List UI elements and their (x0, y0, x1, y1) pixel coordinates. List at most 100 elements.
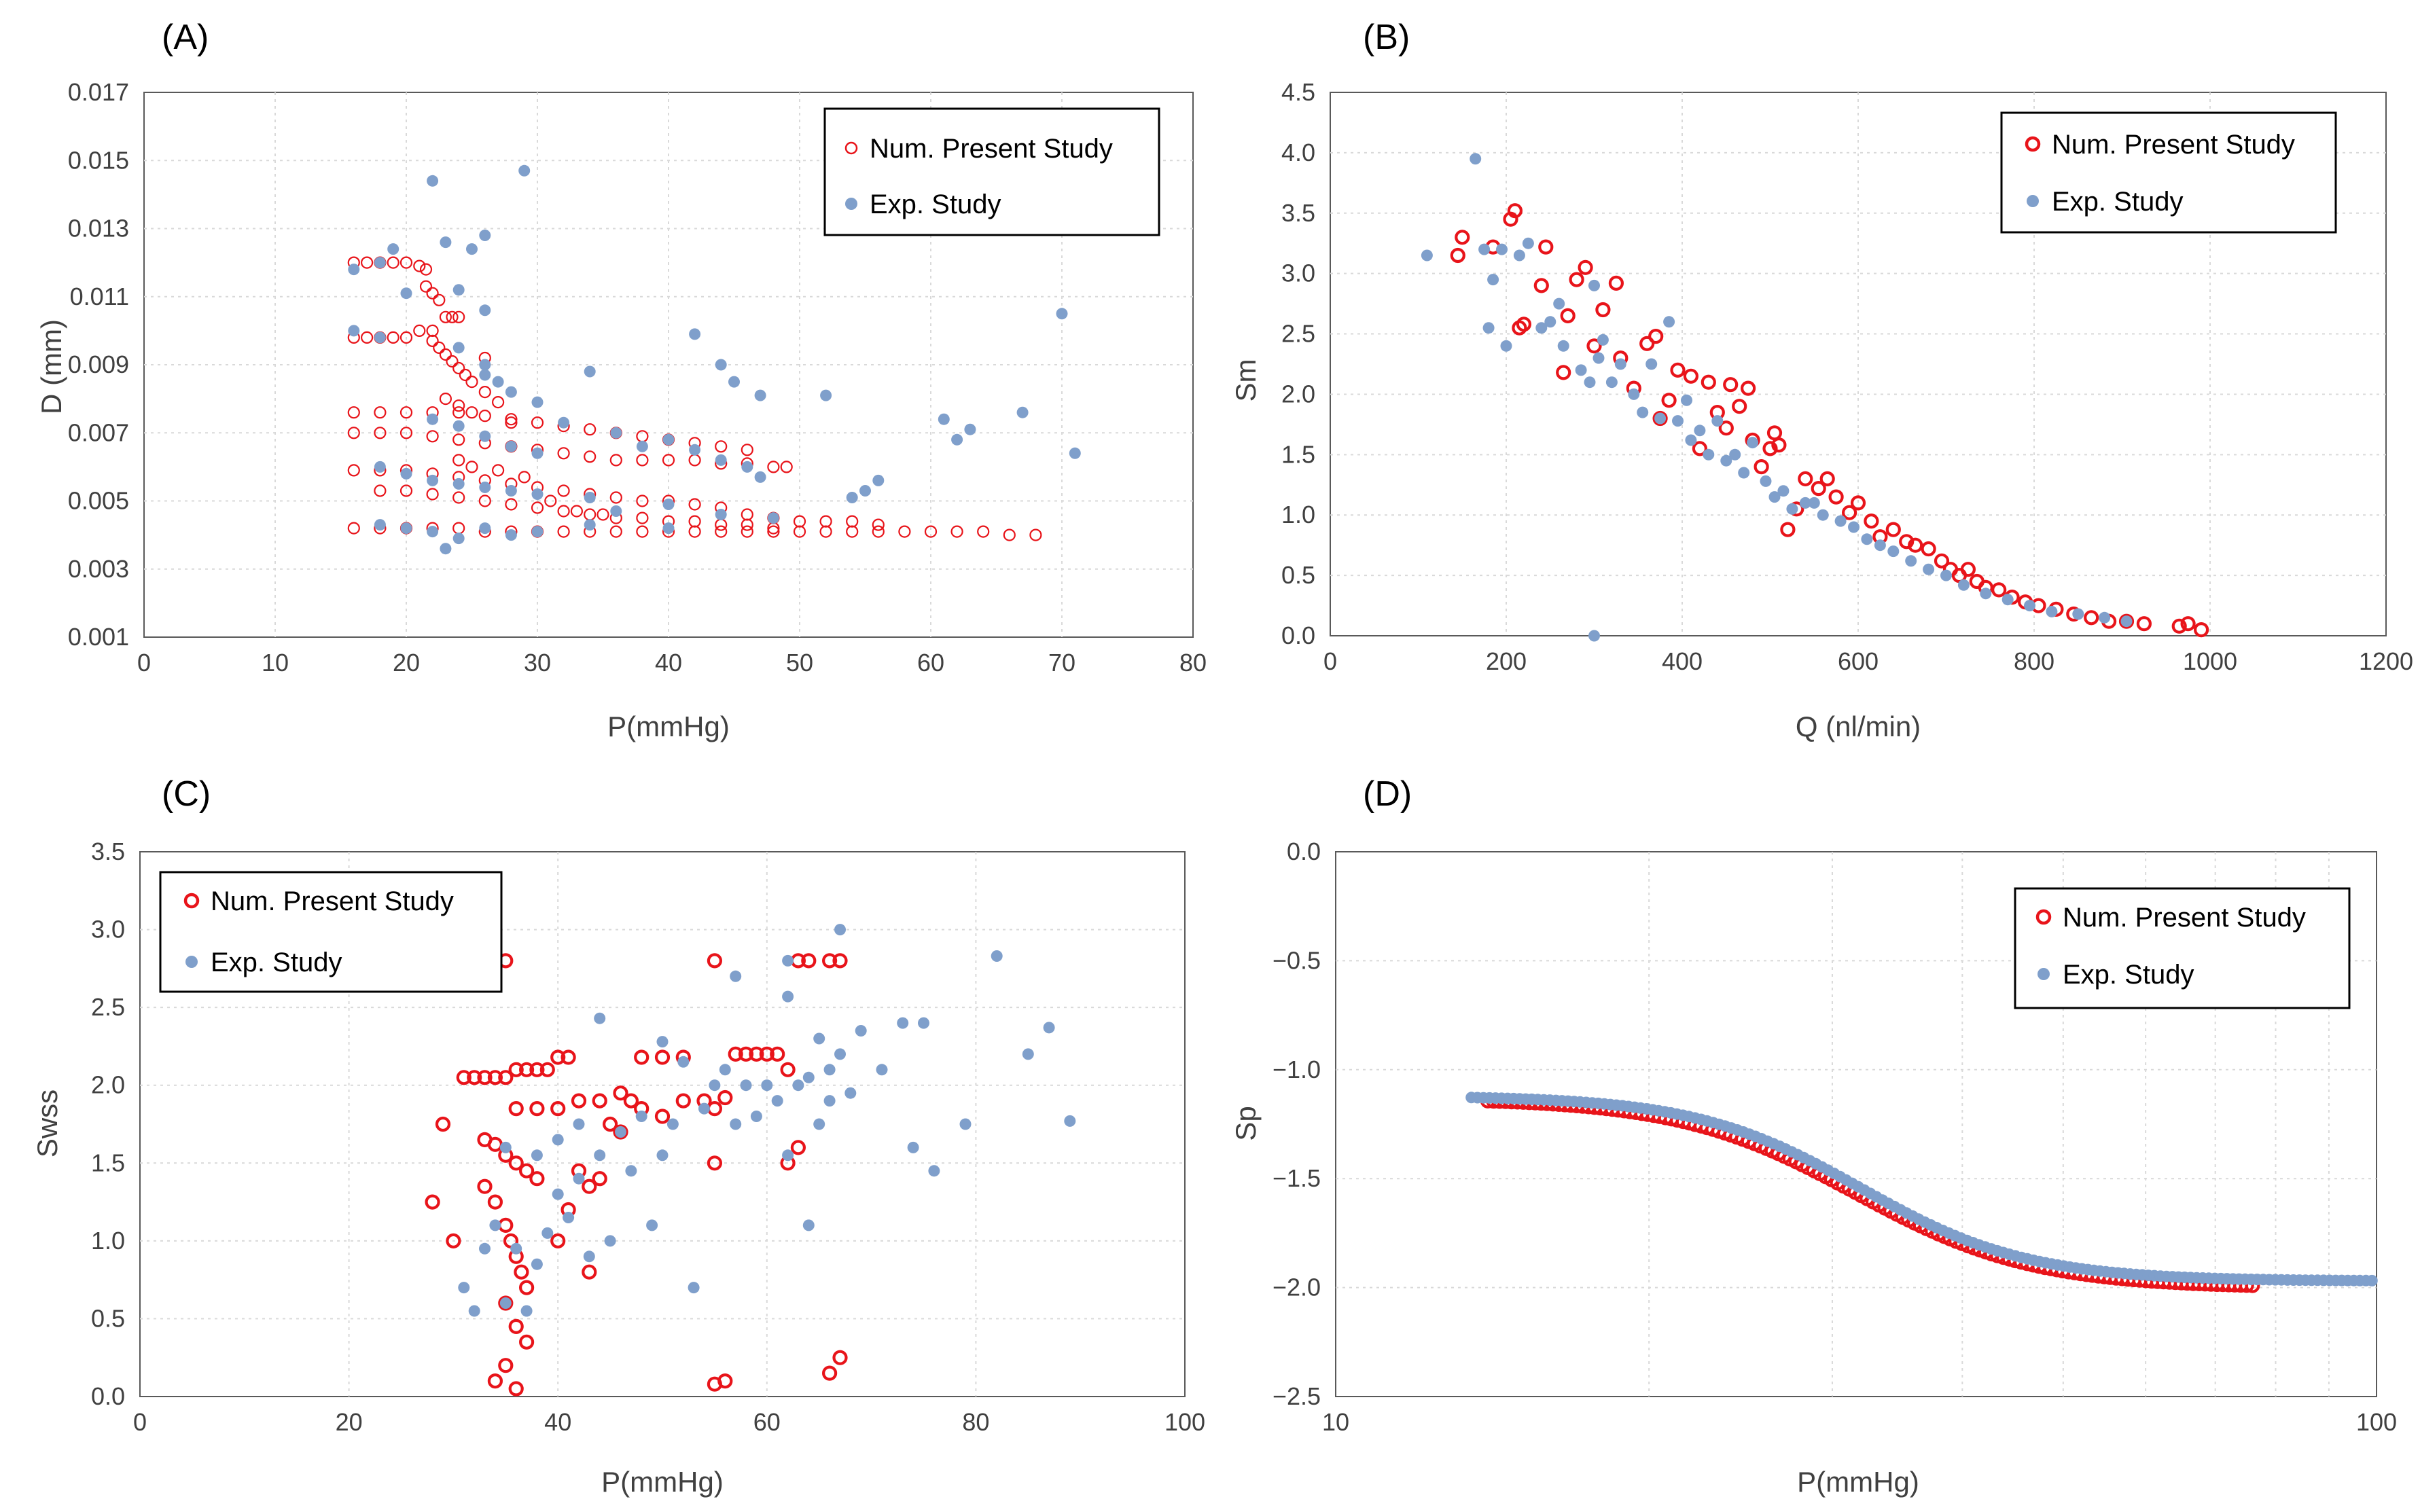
panel-c-exp-point (959, 1118, 972, 1130)
panel-c-exp-point (928, 1165, 940, 1177)
panel-b-y-tick-label: 2.0 (1281, 380, 1315, 408)
panel-c-num-point (592, 1171, 607, 1187)
panel-a-num-point (609, 454, 622, 467)
panel-c-num-point (518, 1334, 535, 1350)
panel-c-num-point (435, 1116, 451, 1132)
panel-c-exp-point (666, 1118, 679, 1130)
panel-a-num-point (446, 355, 459, 368)
panel-a-y-tick-label: 0.011 (70, 283, 129, 310)
panel-c-exp-point (761, 1079, 773, 1092)
panel-c-num-point (487, 1070, 503, 1085)
panel-a-exp-point (846, 492, 858, 503)
panel-a-num-point (413, 324, 426, 337)
panel-b-num-point (2084, 610, 2099, 626)
panel-c-exp-point (750, 1111, 762, 1122)
panel-d-y-tick-label: −2.5 (1273, 1382, 1321, 1410)
panel-c-exp-point (594, 1149, 606, 1162)
panel-b-exp-point (1738, 467, 1750, 479)
panel-a-num-point (374, 406, 387, 419)
panel-a-exp-point (440, 236, 452, 249)
panel-b-num-point (1864, 513, 1879, 529)
panel-c-exp-point (573, 1172, 585, 1185)
panel-b-exp-point (1482, 322, 1495, 334)
panel-b-num-point (1718, 420, 1734, 436)
panel-b-legend-exp-label: Exp. Study (2052, 187, 2183, 217)
panel-a-exp-point (728, 376, 740, 388)
panel-c-num-point (539, 1062, 555, 1077)
panel-a-num-point (636, 454, 649, 467)
panel-a-exp-point (479, 369, 491, 381)
panel-a-exp-point (584, 365, 596, 378)
panel-b-num-point (1850, 495, 1866, 511)
panel-a-exp-point (754, 389, 766, 401)
panel-a-exp-point (662, 433, 675, 446)
panel-b-exp-point (1557, 340, 1569, 352)
panel-b-exp-point (1848, 521, 1860, 533)
panel-a-exp-point (820, 389, 832, 401)
panel-c-exp-point (834, 924, 846, 936)
panel-c-legend-num-label: Num. Present Study (211, 886, 454, 916)
panel-b-exp-point (1663, 316, 1675, 328)
panel-b-exp-point (1747, 437, 1759, 449)
panel-a-num-point (439, 310, 452, 323)
panel-b-num-point (1780, 522, 1796, 537)
panel-c-num-point (529, 1100, 545, 1117)
panel-a-exp-point (715, 509, 727, 520)
panel-b-y-axis-label: Sm (1230, 359, 1262, 402)
panel-a-exp-point (452, 533, 465, 545)
panel-b-exp-point (1681, 394, 1692, 406)
panel-b-num-point (1648, 329, 1664, 344)
panel-b-exp-point (1544, 316, 1556, 328)
panel-a-num-point (688, 525, 701, 538)
panel-a-num-point (544, 494, 557, 507)
panel-c-num-point (582, 1178, 597, 1194)
panel-c-y-tick-label: 3.0 (91, 916, 125, 943)
panel-c-num-point (560, 1049, 576, 1065)
panel-c-x-tick-label: 40 (544, 1408, 571, 1436)
panel-c-num-point (770, 1046, 785, 1062)
panel-c-num-point (571, 1093, 587, 1109)
panel-b-y-tick-label: 2.5 (1281, 320, 1315, 348)
panel-b-num-point (1723, 377, 1739, 393)
panel-a-y-tick-label: 0.015 (68, 146, 129, 174)
panel-a-num-point (715, 525, 728, 538)
panel-a-x-tick-label: 80 (1179, 649, 1207, 677)
panel-a-num-point (478, 385, 491, 399)
panel-a-num-point (446, 310, 459, 323)
panel-b-y-tick-label: 4.5 (1281, 78, 1315, 106)
panel-c-num-point (425, 1194, 440, 1210)
panel-a-num-point (439, 348, 452, 361)
panel-a-num-point (597, 508, 609, 521)
panel-a-num-point (872, 518, 885, 531)
panel-a-exp-point (584, 519, 596, 531)
panel-a-num-point (387, 256, 399, 269)
panel-d-y-tick-label: −1.0 (1273, 1056, 1321, 1083)
panel-b-exp-point (1628, 388, 1640, 400)
panel-b-exp-point (2072, 608, 2084, 620)
panel-a-exp-point (387, 243, 399, 255)
panel-a-exp-point (348, 325, 360, 337)
panel-d: (D) 10 100 −2.5 −2.0 −1.5 −1.0 −0.5 0.0 P(mmHg)… (1230, 774, 2397, 1498)
panel-c-num-point (529, 1062, 545, 1077)
panel-a-num-point (452, 310, 465, 323)
panel-b-legend-exp-marker (2027, 195, 2039, 207)
panel-b-num-point (2136, 616, 2152, 632)
panel-c-num-point (790, 1140, 806, 1155)
panel-a-x-tick-label: 70 (1048, 649, 1075, 677)
panel-a-exp-point (427, 175, 439, 187)
panel-b-exp-point (1720, 454, 1732, 467)
panel-a-exp-point (715, 359, 727, 371)
panel-a-exp-point (951, 433, 963, 446)
panel-d-legend-exp-label: Exp. Study (2063, 960, 2194, 990)
panel-c-exp-point (1043, 1022, 1055, 1034)
panel-c-exp-point (730, 970, 742, 982)
panel-a-num-point (360, 331, 374, 344)
panel-d-ticks: 10 100 −2.5 −2.0 −1.5 −1.0 −0.5 0.0 (1273, 838, 2397, 1436)
panel-a-num-point (767, 525, 780, 538)
panel-c-num-point (446, 1233, 461, 1249)
panel-b-num-point (1732, 399, 1747, 414)
panel-d-plot-area (1335, 851, 2377, 1397)
panel-a-num-point (924, 525, 938, 538)
panel-a-num-point (950, 525, 963, 538)
panel-c-exp-point (823, 1095, 836, 1107)
